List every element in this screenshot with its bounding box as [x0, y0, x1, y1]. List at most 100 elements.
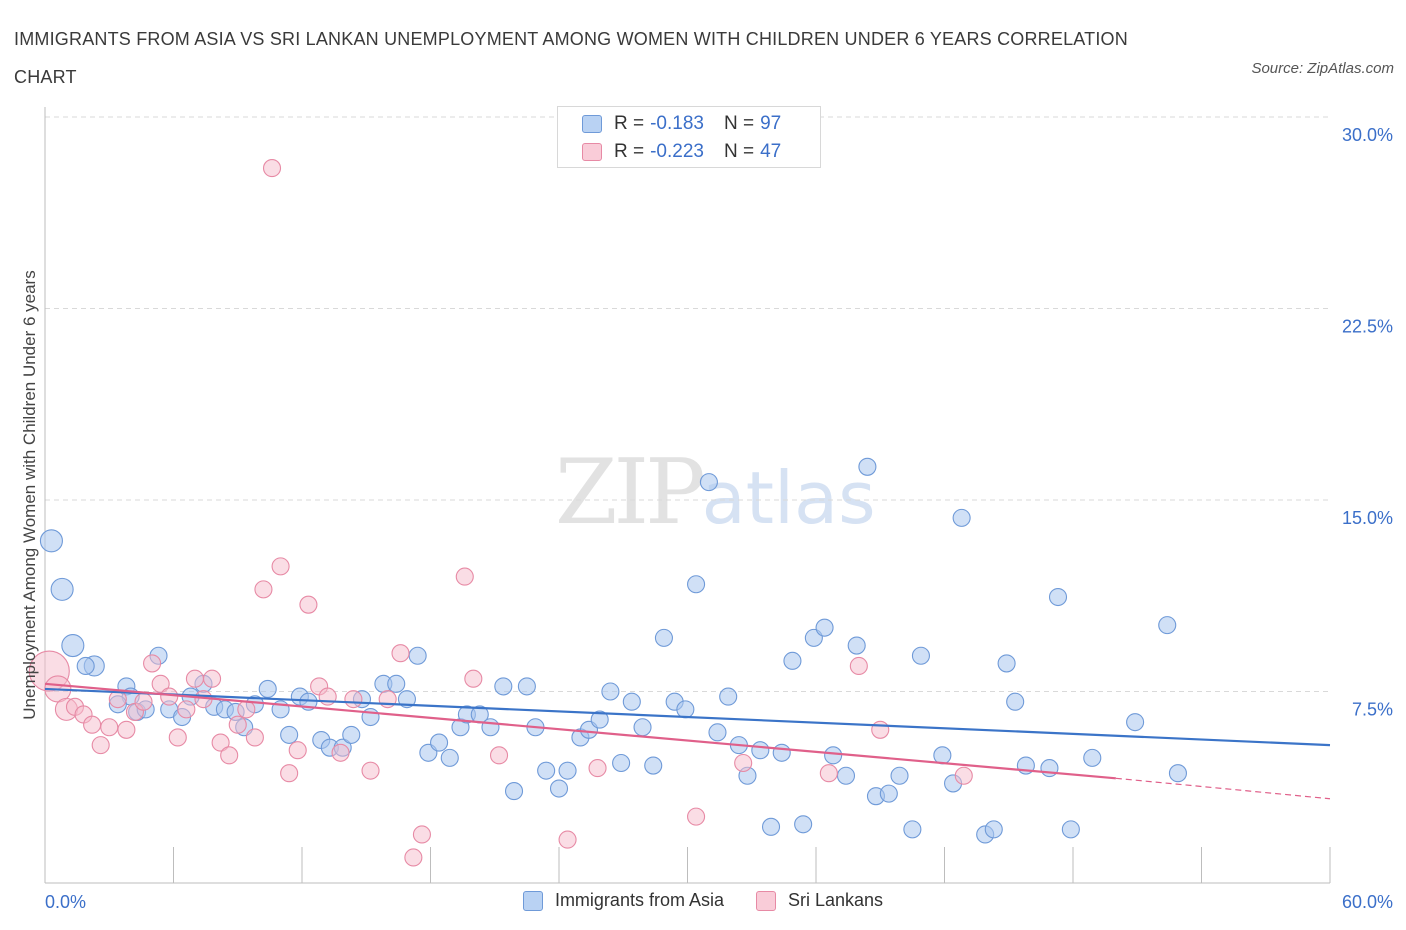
- legend-item-srilanka[interactable]: Sri Lankans: [755, 890, 883, 911]
- r-value: -0.183: [650, 113, 704, 134]
- srilanka-point: [91, 736, 110, 755]
- srilanka-point: [871, 720, 890, 739]
- asia-point: [644, 756, 663, 775]
- srilanka-point: [203, 669, 222, 688]
- asia-point: [984, 820, 1003, 839]
- tick-labels: 7.5% 15.0% 22.5% 30.0% 0.0% 60.0%: [45, 125, 1393, 912]
- asia-point: [517, 677, 536, 696]
- asia-point: [50, 577, 74, 601]
- srilanka-point: [734, 753, 753, 773]
- series-immigrants-from-asia: [39, 457, 1187, 844]
- correlation-legend: R = -0.183 N = 97 R = -0.223 N = 47: [557, 106, 821, 168]
- r-label: R =: [614, 113, 645, 134]
- r-value: -0.223: [650, 141, 704, 162]
- srilanka-point: [299, 595, 318, 614]
- watermark: ZIPatlas: [555, 440, 876, 545]
- srilanka-point: [344, 690, 363, 709]
- srilanka-point: [220, 746, 239, 765]
- asia-point: [911, 646, 930, 665]
- asia-point: [1126, 713, 1145, 732]
- srilanka-point: [177, 700, 196, 719]
- asia-point: [1048, 587, 1068, 607]
- watermark-zip: ZIP: [555, 440, 706, 545]
- asia-point: [1168, 764, 1187, 783]
- legend-item-asia[interactable]: Immigrants from Asia: [522, 890, 724, 911]
- asia-point: [1061, 820, 1080, 839]
- asia-point: [61, 633, 85, 658]
- srilanka-point: [819, 764, 838, 783]
- asia-point: [342, 725, 361, 744]
- source-label: Source: ZipAtlas.com: [1251, 60, 1394, 77]
- srilanka-point: [237, 700, 256, 719]
- srilanka-point: [954, 766, 973, 785]
- asia-point: [761, 817, 781, 836]
- y-tick-label: 15.0%: [1342, 508, 1393, 528]
- asia-point: [504, 782, 524, 801]
- srilanka-point: [361, 761, 380, 780]
- srilanka-point: [228, 715, 247, 734]
- srilanka-point: [280, 764, 299, 783]
- asia-point: [537, 761, 556, 780]
- asia-point: [783, 651, 802, 670]
- asia-point: [258, 679, 277, 698]
- asia-point: [280, 725, 299, 744]
- srilanka-point: [412, 825, 431, 844]
- asia-point: [612, 753, 631, 773]
- asia-point: [654, 628, 673, 647]
- asia-point: [39, 529, 63, 553]
- y-axis-label: Unemployment Among Women with Children U…: [20, 270, 39, 720]
- srilanka-swatch: [582, 143, 602, 161]
- asia-point: [952, 508, 971, 527]
- asia-point: [719, 687, 738, 706]
- axes: [44, 107, 1331, 884]
- r-label: R =: [614, 141, 645, 162]
- asia-point: [794, 815, 813, 834]
- srilanka-point: [254, 580, 273, 599]
- srilanka-point: [134, 692, 153, 711]
- chart-title: IMMIGRANTS FROM ASIA VS SRI LANKAN UNEMP…: [14, 29, 1128, 87]
- asia-point: [430, 733, 449, 752]
- srilanka-point: [271, 557, 290, 576]
- y-tick-label: 22.5%: [1342, 317, 1393, 337]
- asia-point: [879, 784, 898, 803]
- asia-point: [1083, 748, 1102, 767]
- srilanka-point: [489, 746, 509, 765]
- grid-lines: [45, 116, 1330, 692]
- asia-point: [549, 779, 569, 798]
- asia-point: [440, 748, 459, 767]
- srilanka-point: [83, 715, 102, 734]
- asia-point: [590, 710, 609, 729]
- asia-point: [494, 677, 513, 696]
- asia-point: [772, 743, 791, 762]
- n-value: 97: [760, 113, 782, 134]
- trend-lines: [44, 682, 1331, 800]
- asia-point: [836, 766, 856, 785]
- asia-point: [858, 457, 877, 476]
- asia-point: [481, 718, 500, 737]
- srilanka-point: [151, 674, 170, 693]
- asia-point: [751, 741, 770, 760]
- asia-legend-label: Immigrants from Asia: [554, 890, 724, 910]
- srilanka-point: [117, 720, 136, 739]
- legend-row-srilanka: R = -0.223 N = 47: [582, 140, 781, 164]
- asia-point: [1158, 616, 1177, 635]
- x-tick-label-min: 0.0%: [45, 892, 86, 912]
- srilanka-point: [262, 159, 282, 178]
- asia-point: [997, 654, 1016, 673]
- srilanka-point: [455, 567, 474, 586]
- asia-point: [76, 656, 95, 676]
- asia-point: [1006, 692, 1025, 711]
- srilanka-point: [245, 728, 264, 747]
- asia-legend-swatch: [522, 890, 543, 911]
- n-label: N =: [723, 113, 755, 134]
- asia-point: [408, 646, 427, 665]
- srilanka-point: [331, 743, 350, 762]
- srilanka-point: [588, 759, 607, 778]
- n-value: 47: [760, 141, 782, 162]
- srilanka-point: [100, 718, 119, 737]
- srilanka-point: [288, 741, 307, 760]
- srilanka-legend-swatch: [755, 890, 776, 911]
- srilanka-point: [687, 807, 706, 826]
- asia-point: [824, 746, 843, 765]
